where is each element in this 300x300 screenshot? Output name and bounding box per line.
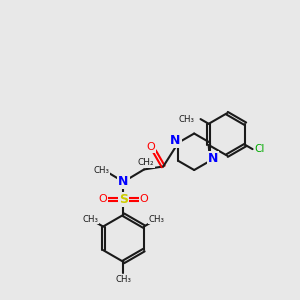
Text: CH₃: CH₃ [82, 214, 98, 224]
Text: CH₃: CH₃ [149, 214, 165, 224]
Text: N: N [208, 152, 218, 165]
Text: O: O [146, 142, 155, 152]
Text: CH₂: CH₂ [137, 158, 154, 167]
Text: S: S [119, 193, 128, 206]
Text: N: N [170, 134, 181, 147]
Text: N: N [118, 175, 129, 188]
Text: CH₃: CH₃ [116, 275, 131, 284]
Text: O: O [140, 194, 148, 205]
Text: O: O [98, 194, 107, 205]
Text: Cl: Cl [254, 144, 265, 154]
Text: CH₃: CH₃ [93, 166, 110, 175]
Text: CH₃: CH₃ [178, 115, 194, 124]
